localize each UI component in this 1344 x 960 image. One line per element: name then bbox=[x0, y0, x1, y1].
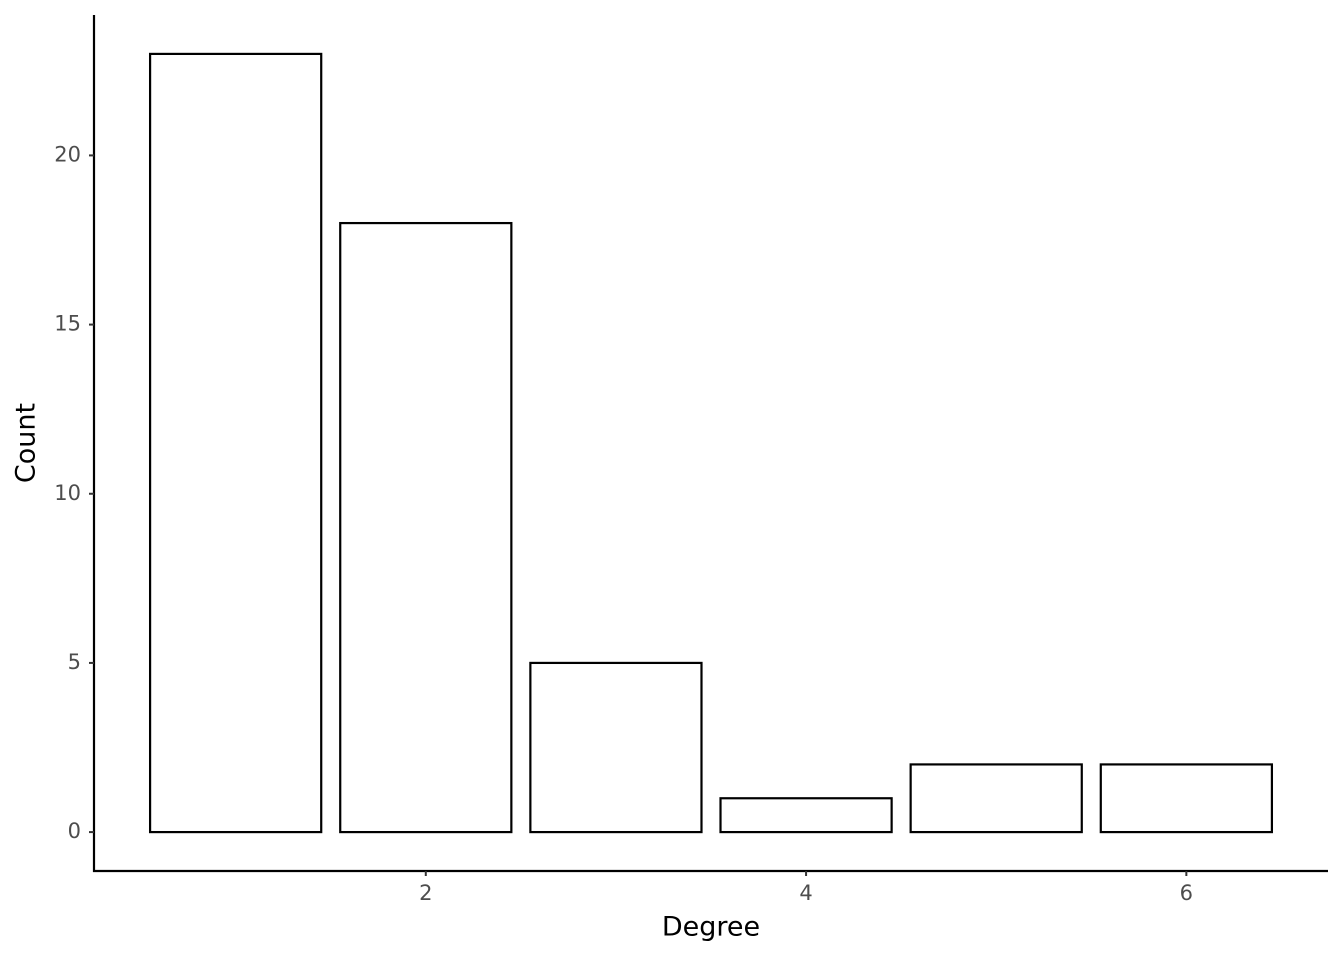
x-tick-label: 4 bbox=[799, 881, 812, 905]
y-axis-title: Count bbox=[11, 403, 42, 483]
bar bbox=[148, 52, 323, 834]
bar bbox=[719, 797, 893, 834]
y-tick-label: 10 bbox=[54, 481, 81, 505]
bar bbox=[909, 763, 1083, 834]
y-tick-label: 20 bbox=[54, 142, 81, 166]
y-tick-label: 5 bbox=[68, 650, 81, 674]
bar bbox=[1099, 763, 1274, 834]
y-tick-label: 0 bbox=[68, 819, 81, 843]
bar bbox=[529, 661, 703, 834]
y-tick-label: 15 bbox=[54, 312, 81, 336]
x-tick-label: 6 bbox=[1180, 881, 1193, 905]
x-axis-title: Degree bbox=[662, 912, 760, 943]
bar bbox=[339, 221, 513, 834]
x-tick-label: 2 bbox=[419, 881, 432, 905]
